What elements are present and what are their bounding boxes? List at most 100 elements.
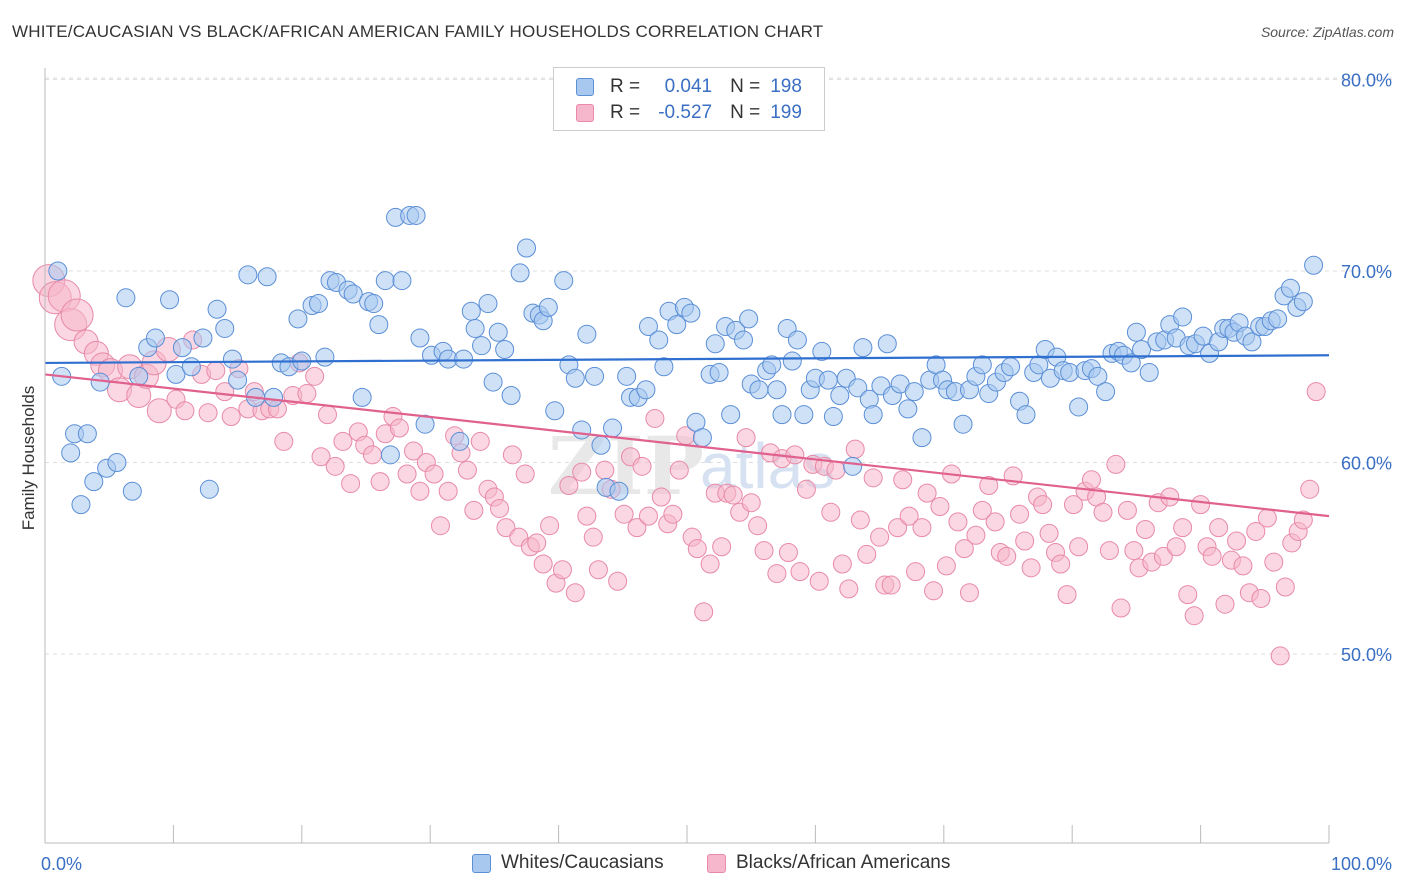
pink-point: [430, 516, 450, 536]
pink-point: [1191, 495, 1211, 515]
blue-point: [222, 349, 242, 369]
pink-point: [317, 405, 337, 425]
pink-point: [857, 544, 877, 564]
blue-point: [1173, 307, 1193, 327]
pink-point: [870, 527, 890, 547]
pink-point: [917, 483, 937, 503]
pink-point: [1293, 510, 1313, 530]
pink-point: [778, 543, 798, 563]
pink-point: [1270, 646, 1290, 666]
pink-point: [1106, 454, 1126, 474]
blue-point: [609, 481, 629, 501]
blue-point: [572, 420, 592, 440]
pink-point: [767, 564, 787, 584]
blue-point: [565, 368, 585, 388]
pink-point: [341, 474, 361, 494]
blue-point: [495, 340, 515, 360]
pink-point: [206, 361, 226, 381]
blue-point: [636, 380, 656, 400]
pink-point: [464, 500, 484, 520]
pink-point: [1166, 537, 1186, 557]
n-value: 199: [770, 102, 802, 123]
blue-point: [160, 290, 180, 310]
legend-swatch-pink: [576, 104, 594, 122]
pink-point: [1015, 531, 1035, 551]
pink-point: [1069, 537, 1089, 557]
pink-point: [663, 504, 683, 524]
blue-point: [591, 435, 611, 455]
blue-point: [545, 401, 565, 421]
blue-point: [228, 370, 248, 390]
pink-point: [297, 384, 317, 404]
y-tick-label: 80.0%: [1341, 71, 1392, 91]
blue-point: [898, 399, 918, 419]
legend-label-blacks: Blacks/African Americans: [736, 852, 951, 873]
pink-point: [424, 464, 444, 484]
blue-point: [478, 294, 498, 314]
legend-item-whites[interactable]: Whites/Caucasians: [472, 852, 664, 874]
pink-point: [1306, 382, 1326, 402]
blue-point: [410, 328, 430, 348]
n-label: N =: [730, 76, 761, 97]
n-label: N =: [730, 102, 761, 123]
pink-point: [572, 462, 592, 482]
pink-point: [502, 445, 522, 465]
pink-point: [333, 431, 353, 451]
pink-point: [1111, 598, 1131, 618]
axes: 50.0% 60.0% 70.0% 80.0% 0.0% 100.0%: [41, 68, 1392, 874]
blue-point: [207, 299, 227, 319]
pink-point: [790, 562, 810, 582]
pink-point: [221, 407, 241, 427]
pink-point: [881, 575, 901, 595]
pink-point: [1215, 594, 1235, 614]
pink-point: [700, 554, 720, 574]
legend-item-blacks[interactable]: Blacks/African Americans: [707, 852, 950, 874]
blue-point: [1096, 382, 1116, 402]
pink-point: [588, 560, 608, 580]
pink-point: [583, 527, 603, 547]
blue-point: [681, 303, 701, 323]
pink-point: [1202, 546, 1222, 566]
pink-point: [936, 556, 956, 576]
blue-point: [705, 334, 725, 354]
blue-point: [238, 265, 258, 285]
pink-point: [175, 401, 195, 421]
blue-point: [709, 362, 729, 382]
trend-lines: [44, 354, 1330, 518]
blue-point: [116, 288, 136, 308]
blue-point: [315, 347, 335, 367]
pink-point: [608, 571, 628, 591]
blue-point: [145, 328, 165, 348]
pink-point: [959, 583, 979, 603]
pink-point: [651, 487, 671, 507]
blue-point: [193, 328, 213, 348]
pink-point: [985, 512, 1005, 532]
n-value: 198: [770, 76, 802, 97]
legend-row-white: R = 0.041 N = 198: [576, 75, 802, 99]
pink-point: [669, 460, 689, 480]
pink-point: [1117, 500, 1137, 520]
blue-point: [343, 284, 363, 304]
pink-point: [1099, 541, 1119, 561]
pink-point: [645, 408, 665, 428]
pink-point: [565, 583, 585, 603]
pink-point: [1021, 558, 1041, 578]
pink-point: [912, 518, 932, 538]
pink-point: [1300, 479, 1320, 499]
blue-point: [1121, 353, 1141, 373]
blue-point: [166, 364, 186, 384]
pink-point: [845, 439, 865, 459]
blue-point: [1280, 278, 1300, 298]
blue-point: [863, 405, 883, 425]
pink-point: [712, 537, 732, 557]
pink-point: [736, 428, 756, 448]
blue-point: [181, 357, 201, 377]
blue-point: [538, 297, 558, 317]
pink-point: [863, 468, 883, 488]
pink-point: [1039, 523, 1059, 543]
pink-point: [924, 581, 944, 601]
blue-point: [308, 294, 328, 314]
blue-point: [762, 355, 782, 375]
pink-point: [972, 500, 992, 520]
pink-point: [821, 502, 841, 522]
